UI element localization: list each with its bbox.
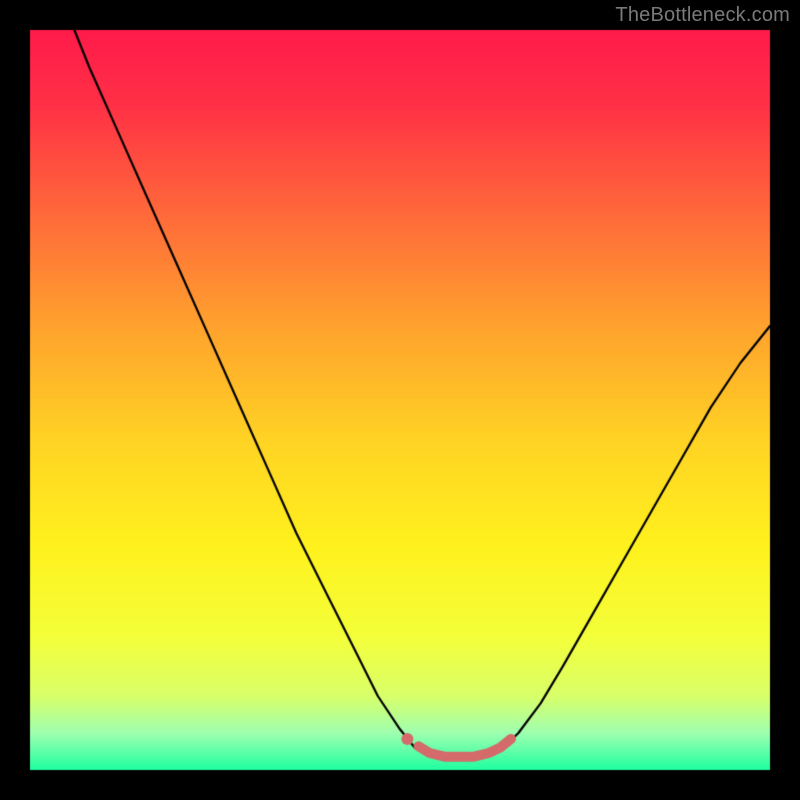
watermark-label: TheBottleneck.com bbox=[615, 4, 790, 27]
chart-container: TheBottleneck.com bbox=[0, 0, 800, 800]
v-curve-chart bbox=[0, 0, 800, 800]
